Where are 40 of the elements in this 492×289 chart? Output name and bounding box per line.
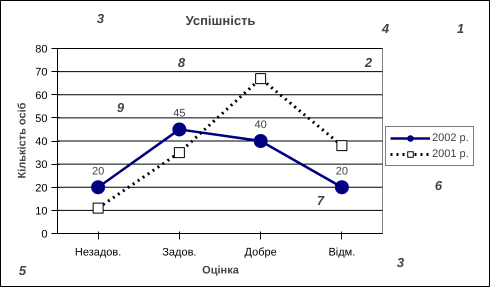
chart-title: Успішність bbox=[186, 13, 256, 28]
point bbox=[91, 180, 106, 194]
annotation: 9 bbox=[116, 100, 125, 115]
data-label: 45 bbox=[173, 107, 186, 120]
annotation: 7 bbox=[316, 193, 325, 208]
x-axis-title: Оцінка bbox=[202, 264, 240, 276]
legend-label: 2002 р. bbox=[432, 132, 469, 144]
y-tick-label: 60 bbox=[35, 90, 48, 102]
legend-label: 2001 р. bbox=[432, 148, 469, 160]
data-label: 20 bbox=[92, 165, 104, 178]
y-tick-label: 10 bbox=[35, 205, 48, 218]
text: 3 bbox=[396, 255, 405, 270]
text: 1 bbox=[456, 21, 464, 36]
y-tick-label: 70 bbox=[35, 66, 48, 79]
x-tick-label: Добре bbox=[244, 246, 277, 258]
y-tick-label: 80 bbox=[35, 44, 48, 56]
annotation: 8 bbox=[178, 55, 186, 70]
point bbox=[174, 147, 185, 158]
x-tick-label: Незадов. bbox=[74, 246, 122, 258]
text: 4 bbox=[380, 21, 390, 36]
y-axis-title: Кількість осіб bbox=[16, 102, 28, 178]
y-tick-label: 50 bbox=[35, 112, 48, 125]
data-label: 40 bbox=[254, 119, 267, 131]
point bbox=[172, 122, 186, 136]
x-tick-label: Задов. bbox=[162, 246, 196, 258]
point bbox=[255, 73, 266, 84]
point bbox=[254, 134, 268, 148]
text: 5 bbox=[18, 263, 27, 278]
y-tick-label: 40 bbox=[35, 136, 48, 148]
y-tick-label: 30 bbox=[35, 159, 48, 172]
point bbox=[334, 180, 349, 194]
x-tick-label: Відм. bbox=[328, 246, 356, 258]
data-label: 20 bbox=[336, 165, 348, 178]
point bbox=[92, 202, 104, 214]
text: 6 bbox=[434, 178, 443, 193]
y-tick-label: 0 bbox=[41, 228, 48, 240]
text: 3 bbox=[96, 11, 105, 26]
point bbox=[336, 140, 348, 152]
annotation: 2 bbox=[364, 55, 373, 70]
y-tick-label: 20 bbox=[35, 182, 48, 194]
